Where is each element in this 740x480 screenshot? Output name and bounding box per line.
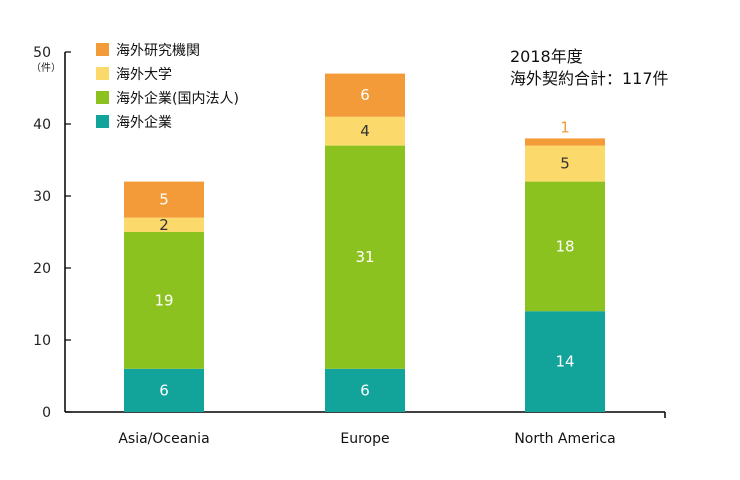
bar-data-label: 14	[555, 353, 574, 371]
bar-data-label: 19	[154, 291, 173, 309]
legend-swatch	[96, 43, 109, 56]
x-category-label: Europe	[340, 431, 389, 447]
legend-entry: 海外研究機関	[116, 43, 200, 59]
x-category-label: North America	[514, 431, 615, 447]
bar-data-label: 18	[555, 237, 574, 255]
bar-segment	[525, 145, 605, 182]
bar-segment	[525, 181, 605, 312]
y-tick-label: 50	[33, 45, 51, 61]
y-tick-label: 10	[33, 333, 51, 349]
bar-data-label: 4	[360, 122, 370, 140]
bar-segment	[525, 138, 605, 146]
y-axis-unit: （件）	[31, 62, 61, 74]
bar-data-label: 2	[159, 216, 169, 234]
legend-swatch	[96, 67, 109, 80]
bar-data-label: 6	[159, 381, 169, 399]
bar-data-label: 5	[560, 155, 570, 173]
bar-data-label: 6	[360, 381, 370, 399]
bar-data-label: 5	[159, 191, 169, 209]
annotation: 2018年度 海外契約合計：117件	[510, 47, 669, 88]
bar-segment	[124, 181, 204, 218]
annotation-year: 2018年度	[510, 47, 583, 66]
x-category-label: Asia/Oceania	[118, 431, 209, 447]
bar-data-label: 31	[355, 248, 374, 266]
bar-segment	[325, 116, 405, 146]
bar-segment	[124, 368, 204, 412]
legend-swatch	[96, 91, 109, 104]
y-tick-label: 40	[33, 117, 51, 133]
bars: 6 19 2 5 Asia/Oceania 6 31 4 6 Europe 14 18 5 1 North …	[118, 73, 616, 447]
bar-data-label: 6	[360, 86, 370, 104]
annotation-total: 海外契約合計：117件	[510, 69, 669, 88]
y-tick-label: 20	[33, 261, 51, 277]
legend-entry: 海外企業	[116, 114, 172, 131]
legend-swatch	[96, 115, 109, 128]
bar-segment	[124, 232, 204, 369]
legend-entry: 海外大学	[116, 67, 172, 83]
y-tick-label: 30	[33, 189, 51, 205]
bar-segment	[525, 311, 605, 412]
bar-segment	[325, 73, 405, 117]
bar-segment	[124, 217, 204, 232]
y-tick-label: 0	[42, 405, 51, 421]
bar-segment	[325, 368, 405, 412]
bar-data-label: 1	[560, 118, 570, 136]
bar-segment	[325, 145, 405, 369]
legend-entry: 海外企業(国内法人)	[116, 90, 239, 107]
